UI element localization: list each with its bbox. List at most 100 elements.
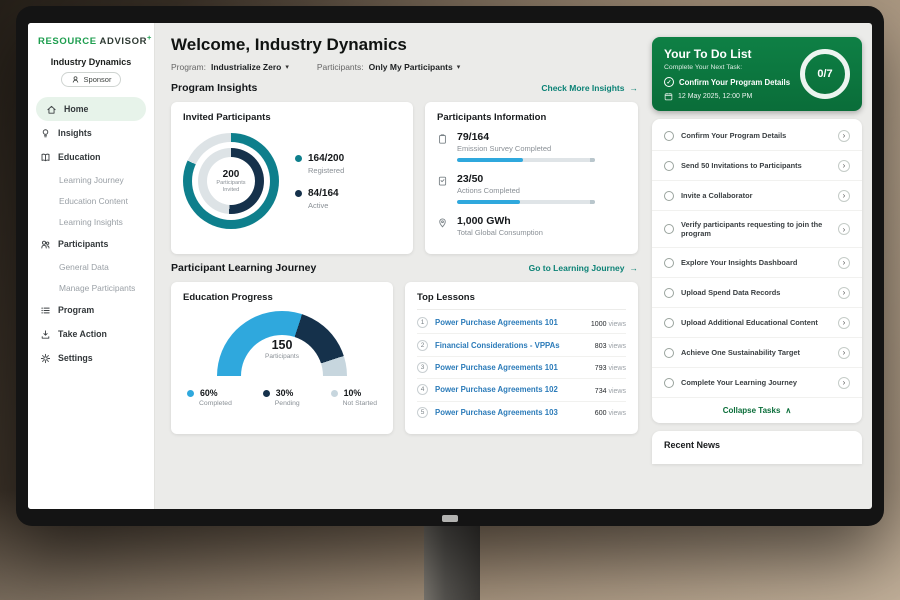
invited-participants-donut-chart: 200 Participants Invited <box>183 133 279 229</box>
task-row[interactable]: Send 50 Invitations to Participants › <box>652 151 862 181</box>
task-label: Upload Spend Data Records <box>681 287 781 297</box>
section-title: Participant Learning Journey <box>171 262 317 274</box>
task-open-button[interactable]: › <box>838 129 850 142</box>
task-open-button[interactable]: › <box>838 223 850 236</box>
task-row[interactable]: Explore Your Insights Dashboard › <box>652 248 862 279</box>
todo-column: Your To Do List Complete Your Next Task:… <box>650 23 872 509</box>
lesson-link[interactable]: Power Purchase Agreements 103 <box>435 407 558 417</box>
task-checkbox[interactable] <box>664 347 674 358</box>
gauge-center: 150 Participants <box>217 338 347 360</box>
sidebar-item-participants[interactable]: Participants <box>28 232 154 256</box>
lesson-link[interactable]: Power Purchase Agreements 101 <box>435 362 558 372</box>
legend-dot <box>262 389 270 397</box>
sidebar-item-program[interactable]: Program <box>28 298 154 322</box>
task-row[interactable]: Complete Your Learning Journey › <box>652 368 862 399</box>
sidebar-item-learning-journey[interactable]: Learning Journey <box>59 174 124 185</box>
recent-news-title: Recent News <box>664 440 721 451</box>
task-checkbox[interactable] <box>664 190 674 201</box>
task-open-button[interactable]: › <box>838 256 850 269</box>
participants-filter-label: Participants: <box>316 62 364 72</box>
task-checkbox[interactable] <box>664 377 674 388</box>
task-checkbox[interactable] <box>664 287 674 298</box>
task-open-button[interactable]: › <box>838 189 850 202</box>
legend-value: 164/200 <box>308 152 345 164</box>
task-open-button[interactable]: › <box>838 286 850 299</box>
lesson-row[interactable]: 3 Power Purchase Agreements 101 793 views <box>417 357 626 380</box>
task-open-button[interactable]: › <box>838 346 850 359</box>
sidebar-item-label: Settings <box>58 353 93 364</box>
sidebar-item-home[interactable]: Home <box>36 97 146 122</box>
app-logo: RESOURCE ADVISOR+ <box>28 33 154 54</box>
task-checkbox[interactable] <box>664 317 674 328</box>
learning-journey-cards: Education Progress 150 Participants <box>171 282 638 434</box>
sidebar-item-manage-participants[interactable]: Manage Participants <box>59 282 136 293</box>
legend-value: 30% <box>275 388 294 398</box>
check-circle-icon: ✓ <box>664 77 674 87</box>
donut-legend: 164/200 Registered 84/164 Active <box>295 153 344 210</box>
gauge-legend: 60% Completed 30% Pending <box>183 388 381 407</box>
legend-dot <box>295 154 302 162</box>
task-checkbox[interactable] <box>664 257 674 268</box>
check-icon: ✓ <box>666 79 672 86</box>
task-row[interactable]: Verify participants requesting to join t… <box>652 211 862 249</box>
sponsor-badge: Sponsor <box>61 72 121 88</box>
program-insights-header: Program Insights Check More Insights → <box>171 82 638 94</box>
task-row[interactable]: Invite a Collaborator › <box>652 181 862 211</box>
donut-center-value: 200 <box>222 168 240 180</box>
legend-item: 60% Completed <box>187 388 232 407</box>
recent-news-card[interactable]: Recent News <box>652 431 862 465</box>
sidebar-item-label: Take Action <box>58 329 107 340</box>
action-arrow-icon <box>41 330 50 339</box>
lesson-row[interactable]: 4 Power Purchase Agreements 102 734 views <box>417 379 626 402</box>
task-label: Send 50 Invitations to Participants <box>681 160 802 170</box>
stat-value: 1,000 GWh <box>457 215 511 227</box>
lesson-row[interactable]: 2 Financial Considerations - VPPAs 803 vi… <box>417 334 626 357</box>
lesson-link[interactable]: Power Purchase Agreements 102 <box>435 385 558 395</box>
collapse-tasks-button[interactable]: Collapse Tasks ∧ <box>652 398 862 423</box>
legend-dot <box>295 189 302 197</box>
task-open-button[interactable]: › <box>838 159 850 172</box>
sidebar-item-insights[interactable]: Insights <box>28 121 154 145</box>
learning-journey-header: Participant Learning Journey Go to Learn… <box>171 262 638 274</box>
task-open-button[interactable]: › <box>838 316 850 329</box>
sidebar-item-education[interactable]: Education <box>28 145 154 169</box>
check-more-insights-link[interactable]: Check More Insights → <box>541 83 638 93</box>
task-row[interactable]: Achieve One Sustainability Target › <box>652 338 862 369</box>
task-row[interactable]: Upload Additional Educational Content › <box>652 308 862 339</box>
task-open-button[interactable]: › <box>838 376 850 389</box>
collapse-label: Collapse Tasks <box>722 406 781 416</box>
lesson-row[interactable]: 5 Power Purchase Agreements 103 600 views <box>417 402 626 423</box>
sidebar-item-label: Program <box>58 305 95 316</box>
donut-center: 200 Participants Invited <box>207 157 255 205</box>
logo-plus: + <box>147 33 153 42</box>
chevron-right-icon: › <box>842 224 846 234</box>
home-icon <box>47 105 56 114</box>
task-checkbox[interactable] <box>664 160 674 171</box>
monitor-logo <box>442 515 458 522</box>
program-filter[interactable]: Program: Industrialize Zero ▾ <box>171 62 289 72</box>
task-checkbox[interactable] <box>664 224 674 235</box>
sidebar-item-settings[interactable]: Settings <box>28 346 154 370</box>
sidebar-item-label: Participants <box>58 239 109 250</box>
task-row[interactable]: Upload Spend Data Records › <box>652 278 862 309</box>
sidebar-item-general-data[interactable]: General Data <box>59 261 109 272</box>
lesson-views-value: 803 <box>594 343 607 351</box>
lesson-link[interactable]: Power Purchase Agreements 101 <box>435 318 558 328</box>
task-row[interactable]: Confirm Your Program Details › <box>652 121 862 151</box>
sidebar-item-education-content[interactable]: Education Content <box>59 195 128 206</box>
go-to-learning-journey-link[interactable]: Go to Learning Journey → <box>529 263 638 273</box>
sidebar-item-learning-insights[interactable]: Learning Insights <box>59 216 123 227</box>
org-name: Industry Dynamics <box>50 57 132 68</box>
section-title: Program Insights <box>171 82 258 94</box>
donut-center-label: Participants Invited <box>216 179 246 193</box>
task-checkbox[interactable] <box>664 130 674 141</box>
stat-row: 79/164 Emission Survey Completed <box>437 131 626 162</box>
lesson-link[interactable]: Financial Considerations - VPPAs <box>435 340 560 350</box>
sidebar-item-take-action[interactable]: Take Action <box>28 322 154 346</box>
lesson-views-value: 1000 <box>590 320 607 328</box>
dashboard-screen: RESOURCE ADVISOR+ Industry Dynamics Spon… <box>28 23 872 509</box>
participants-filter[interactable]: Participants: Only My Participants ▾ <box>317 62 460 72</box>
sidebar: RESOURCE ADVISOR+ Industry Dynamics Spon… <box>28 23 155 509</box>
lesson-row[interactable]: 1 Power Purchase Agreements 101 1000 view… <box>417 312 626 335</box>
stat-row: 23/50 Actions Completed <box>437 173 626 204</box>
